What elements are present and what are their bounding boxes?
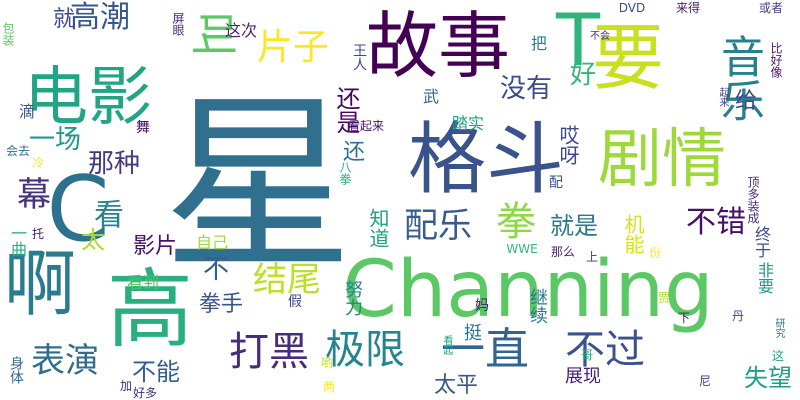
cloud-word: 不会 (590, 31, 610, 42)
cloud-word: 顶多装成 (746, 176, 760, 224)
cloud-word: 一曲 (8, 225, 27, 257)
cloud-word: 好 (569, 60, 597, 90)
cloud-word: 看到 (126, 273, 160, 292)
cloud-word: 剧情 (598, 123, 726, 197)
cloud-word: 音乐 (713, 34, 764, 122)
cloud-word: 一直 (441, 324, 529, 375)
cloud-word: 尼 (698, 374, 712, 388)
cloud-word: DVD (618, 1, 646, 15)
cloud-word: 那种 (87, 149, 141, 179)
cloud-word: 假 (288, 294, 302, 310)
cloud-word: 太平 (433, 373, 479, 398)
cloud-word: 展现 (565, 366, 601, 387)
cloud-word: WWE (506, 242, 538, 256)
cloud-word: 下 (677, 311, 691, 325)
cloud-word: 看 (94, 198, 124, 233)
cloud-word: 份 (648, 246, 662, 260)
cloud-word: 贾 (657, 291, 671, 305)
cloud-word: 高 (107, 260, 193, 360)
cloud-word: 结尾 (253, 260, 321, 300)
cloud-word: T (556, 0, 600, 82)
cloud-word: 武 (422, 87, 440, 106)
cloud-word: 电影 (24, 61, 152, 135)
cloud-word: 没有 (499, 74, 553, 104)
cloud-word: 太 (81, 226, 105, 254)
cloud-word: 机能 (621, 214, 645, 254)
cloud-word: 知道 (366, 208, 390, 248)
cloud-word: 还 (342, 140, 366, 165)
cloud-word: 继续 (527, 288, 548, 324)
cloud-word: 终于 (752, 226, 771, 258)
cloud-word: 把 (530, 34, 548, 53)
cloud-word: 那么 (550, 245, 576, 259)
cloud-word: 给 (734, 89, 758, 114)
cloud-word: 打黑 (229, 329, 309, 375)
cloud-word: 看起 (441, 335, 452, 355)
cloud-word: 配 (549, 175, 563, 191)
cloud-word: 王人 (351, 43, 367, 71)
cloud-word: 哥 (580, 348, 594, 362)
cloud-word: 起来 (717, 87, 728, 107)
cloud-word: 高潮 (70, 0, 130, 35)
cloud-word: 好多 (132, 386, 158, 400)
cloud-word: 失望 (744, 364, 792, 392)
cloud-word: 踏实 (451, 114, 485, 133)
cloud-word: 努力 (342, 280, 363, 316)
cloud-word: 会去 (5, 144, 31, 158)
cloud-word: 比好像 (769, 42, 783, 78)
cloud-word: 冷 (31, 156, 45, 170)
cloud-word: 上 (585, 250, 599, 264)
cloud-word: 配乐 (404, 206, 472, 246)
cloud-word: 丹 (731, 309, 745, 323)
cloud-word: 拳手 (198, 292, 244, 317)
cloud-word: C (46, 157, 110, 262)
cloud-word: 舞 (136, 120, 150, 136)
cloud-word: 格斗 (407, 115, 565, 205)
cloud-word: 来得 (675, 1, 701, 15)
cloud-word: 挺 (464, 323, 482, 344)
cloud-word: 不 (202, 255, 230, 285)
cloud-word: Channing (342, 245, 714, 335)
cloud-word: 妈 (475, 298, 489, 314)
cloud-word: 不错 (686, 205, 746, 240)
cloud-word: 这次 (224, 21, 258, 40)
cloud-word: 非要 (755, 262, 774, 294)
cloud-word: 一场 (28, 125, 82, 155)
cloud-word: 拳 (496, 199, 536, 245)
cloud-word: 这 (771, 349, 785, 363)
cloud-word: 自己 (195, 233, 229, 252)
cloud-word: 表演 (31, 341, 99, 381)
cloud-word: 星 (162, 75, 354, 296)
cloud-word: 极限 (325, 327, 405, 373)
cloud-word: 啊 (3, 242, 77, 326)
cloud-word: 就是 (550, 212, 598, 240)
cloud-word: 看起来 (347, 119, 385, 133)
cloud-word: 片子 (256, 27, 330, 68)
cloud-word: 两 (322, 380, 336, 394)
cloud-word: 要 (591, 16, 665, 100)
cloud-word: 或者 (758, 1, 784, 15)
cloud-word: 不能 (132, 358, 180, 386)
cloud-word: 哎呀 (556, 125, 580, 165)
cloud-word: 研究 (773, 318, 784, 338)
cloud-word: 不过 (565, 327, 645, 373)
cloud-word: 滴 (18, 102, 36, 121)
cloud-word: 包装 (1, 22, 15, 46)
cloud-word: 托 (31, 227, 45, 241)
cloud-word: 哟 (320, 356, 334, 370)
cloud-word: 加 (119, 379, 133, 393)
cloud-word: 影片 (132, 234, 178, 259)
cloud-word: 幕 (17, 175, 51, 215)
cloud-word: 身体 (8, 356, 24, 384)
cloud-word: 屏眼 (171, 12, 185, 36)
cloud-word: 还是 (332, 86, 360, 134)
cloud-word: 就 (52, 7, 76, 32)
cloud-word: 故事 (365, 4, 511, 88)
cloud-word: 八拳 (338, 161, 352, 185)
